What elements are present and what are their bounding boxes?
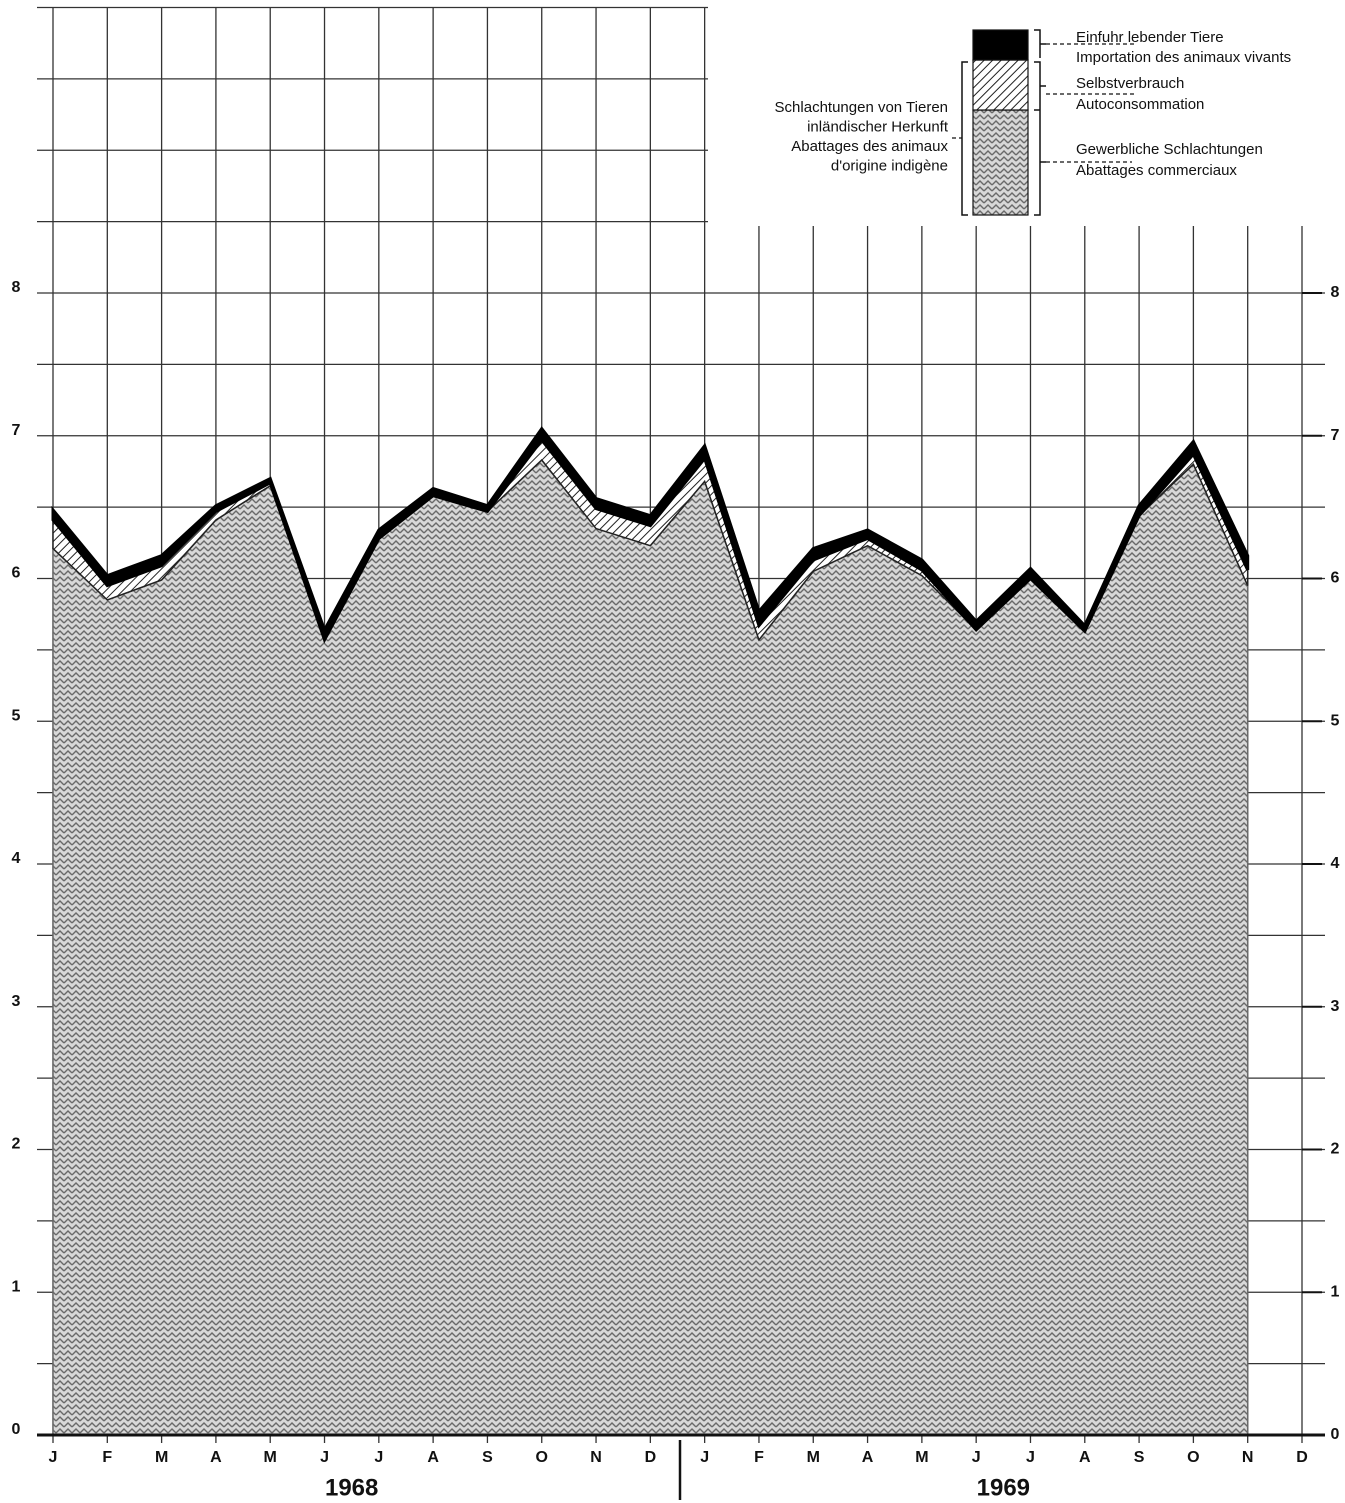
y-tick-label-right: 2: [1331, 1141, 1340, 1158]
y-tick-label-right: 5: [1331, 712, 1340, 729]
x-tick-label: J: [49, 1449, 58, 1466]
legend-label-fr: Importation des animaux vivants: [1076, 49, 1291, 66]
x-tick-label: N: [590, 1449, 602, 1466]
y-tick-label-right: 3: [1331, 998, 1340, 1015]
x-tick-label: A: [1079, 1449, 1091, 1466]
x-tick-label: A: [427, 1449, 439, 1466]
x-tick-label: J: [320, 1449, 329, 1466]
x-tick-label: O: [536, 1449, 548, 1466]
x-tick-label: J: [972, 1449, 981, 1466]
legend-label: Einfuhr lebender Tiere: [1076, 29, 1224, 46]
y-tick-label: 1: [12, 1278, 21, 1295]
y-tick-label: 8: [12, 279, 21, 296]
legend-label: Gewerbliche Schlachtungen: [1076, 141, 1263, 158]
x-tick-label: A: [862, 1449, 874, 1466]
y-tick-label: 2: [12, 1136, 21, 1153]
area-solid: [51, 426, 1250, 644]
x-tick-label: D: [645, 1449, 657, 1466]
x-tick-label: D: [1296, 1449, 1308, 1466]
y-tick-label: 6: [12, 565, 21, 582]
legend: Gewerbliche Schlachtungen Abattages comme…: [775, 29, 1291, 216]
legend-group-label: d'origine indigène: [831, 157, 948, 174]
y-tick-label: 0: [12, 1421, 21, 1438]
y-tick-label-right: 7: [1331, 427, 1340, 444]
legend-label-fr: Autoconsommation: [1076, 96, 1204, 113]
x-tick-label: M: [155, 1449, 168, 1466]
x-tick-label: J: [374, 1449, 383, 1466]
x-tick-label: J: [1026, 1449, 1035, 1466]
y-tick-label: 7: [12, 422, 21, 439]
y-tick-label: 4: [12, 850, 21, 867]
year-label: 1968: [325, 1474, 378, 1501]
y-tick-label-right: 4: [1331, 855, 1340, 872]
legend-swatch: [972, 29, 1029, 61]
legend-swatch: [972, 59, 1029, 111]
x-tick-label: N: [1242, 1449, 1254, 1466]
y-tick-label-right: 8: [1331, 284, 1340, 301]
x-tick-label: F: [754, 1449, 764, 1466]
x-tick-label: S: [1134, 1449, 1145, 1466]
legend-label-fr: Abattages commerciaux: [1076, 162, 1237, 179]
x-tick-label: O: [1187, 1449, 1199, 1466]
x-tick-label: F: [102, 1449, 112, 1466]
x-tick-label: J: [700, 1449, 709, 1466]
y-tick-label-right: 6: [1331, 570, 1340, 587]
legend-swatch: [972, 109, 1029, 216]
x-tick-label: M: [915, 1449, 928, 1466]
legend-bracket: [961, 29, 1046, 216]
legend-group-label: Abattages des animaux: [791, 138, 948, 155]
y-tick-label: 3: [12, 993, 21, 1010]
y-tick-label: 5: [12, 707, 21, 724]
area-zigzag: [52, 458, 1249, 1436]
x-tick-label: M: [264, 1449, 277, 1466]
y-tick-label-right: 1: [1331, 1283, 1340, 1300]
year-label: 1969: [977, 1474, 1030, 1501]
legend-group-label: inländischer Herkunft: [807, 118, 949, 135]
x-tick-label: S: [482, 1449, 493, 1466]
y-tick-label-right: 0: [1331, 1426, 1340, 1443]
x-tick-label: A: [210, 1449, 222, 1466]
legend-label: Selbstverbrauch: [1076, 75, 1184, 92]
legend-group-label: Schlachtungen von Tieren: [775, 99, 948, 116]
x-tick-label: M: [807, 1449, 820, 1466]
legend-connector: [952, 43, 1136, 163]
